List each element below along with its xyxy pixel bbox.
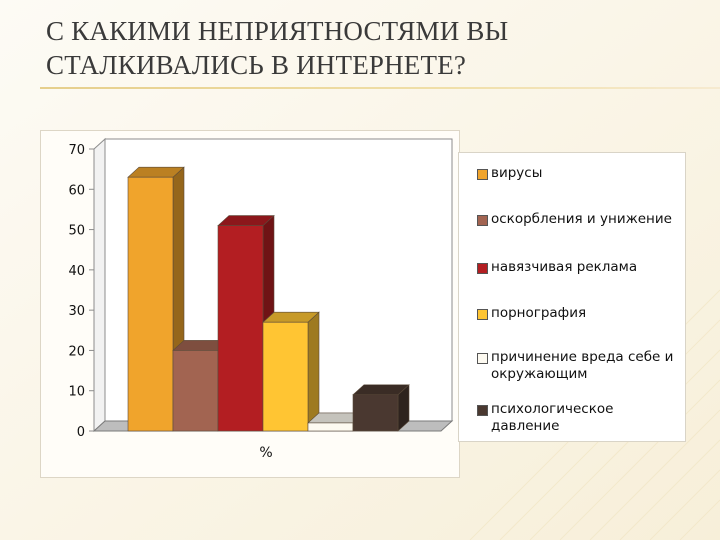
legend-item: вирусы: [477, 165, 682, 182]
y-tick-label: 60: [68, 183, 85, 198]
bar-front: [217, 225, 264, 432]
legend-label: порнография: [491, 305, 587, 321]
slide-title: С КАКИМИ НЕПРИЯТНОСТЯМИ ВЫ СТАЛКИВАЛИСЬ …: [46, 14, 686, 82]
legend-swatch: [477, 405, 488, 416]
bar-chart: 0 10 20 30 40 50 60 70%: [68, 137, 454, 461]
legend-swatch: [477, 309, 488, 320]
bar-front: [262, 321, 309, 432]
legend-item: порнография: [477, 305, 682, 322]
bar-front: [352, 394, 399, 432]
bar-front: [172, 350, 219, 432]
y-tick-label: 10: [68, 385, 85, 400]
legend-item: причинение вреда себе и окружающим: [477, 349, 682, 383]
legend-swatch: [477, 169, 488, 180]
chart-side-wall: [93, 137, 106, 433]
y-tick-label: 30: [68, 304, 85, 319]
chart-legend: вирусы оскорбления и унижение навязчивая р…: [458, 152, 686, 442]
legend-label: вирусы: [491, 165, 543, 181]
chart-area: 0 10 20 30 40 50 60 70%: [40, 130, 460, 478]
bar-side: [307, 311, 320, 432]
slide-title-line-2: СТАЛКИВАЛИСЬ В ИНТЕРНЕТЕ?: [46, 50, 467, 80]
bar-front: [127, 176, 174, 432]
legend-item: психологическое давление: [477, 401, 682, 435]
legend-swatch: [477, 263, 488, 274]
legend-label: оскорбления и унижение: [491, 211, 672, 227]
legend-item: навязчивая реклама: [477, 259, 682, 276]
slide-title-line-1: С КАКИМИ НЕПРИЯТНОСТЯМИ ВЫ: [46, 16, 509, 46]
legend-label: психологическое давление: [491, 401, 614, 434]
x-category-label: %: [259, 445, 272, 461]
y-tick-label: 70: [68, 143, 85, 158]
title-underline: [40, 87, 720, 89]
legend-swatch: [477, 353, 488, 364]
legend-swatch: [477, 215, 488, 226]
y-tick-label: 40: [68, 264, 85, 279]
y-tick-label: 20: [68, 344, 85, 359]
bar-front: [307, 422, 354, 432]
legend-label: причинение вреда себе и окружающим: [491, 349, 674, 382]
legend-item: оскорбления и унижение: [477, 211, 682, 228]
y-tick-label: 50: [68, 224, 85, 239]
y-tick-label: 0: [77, 425, 85, 440]
legend-label: навязчивая реклама: [491, 259, 638, 275]
